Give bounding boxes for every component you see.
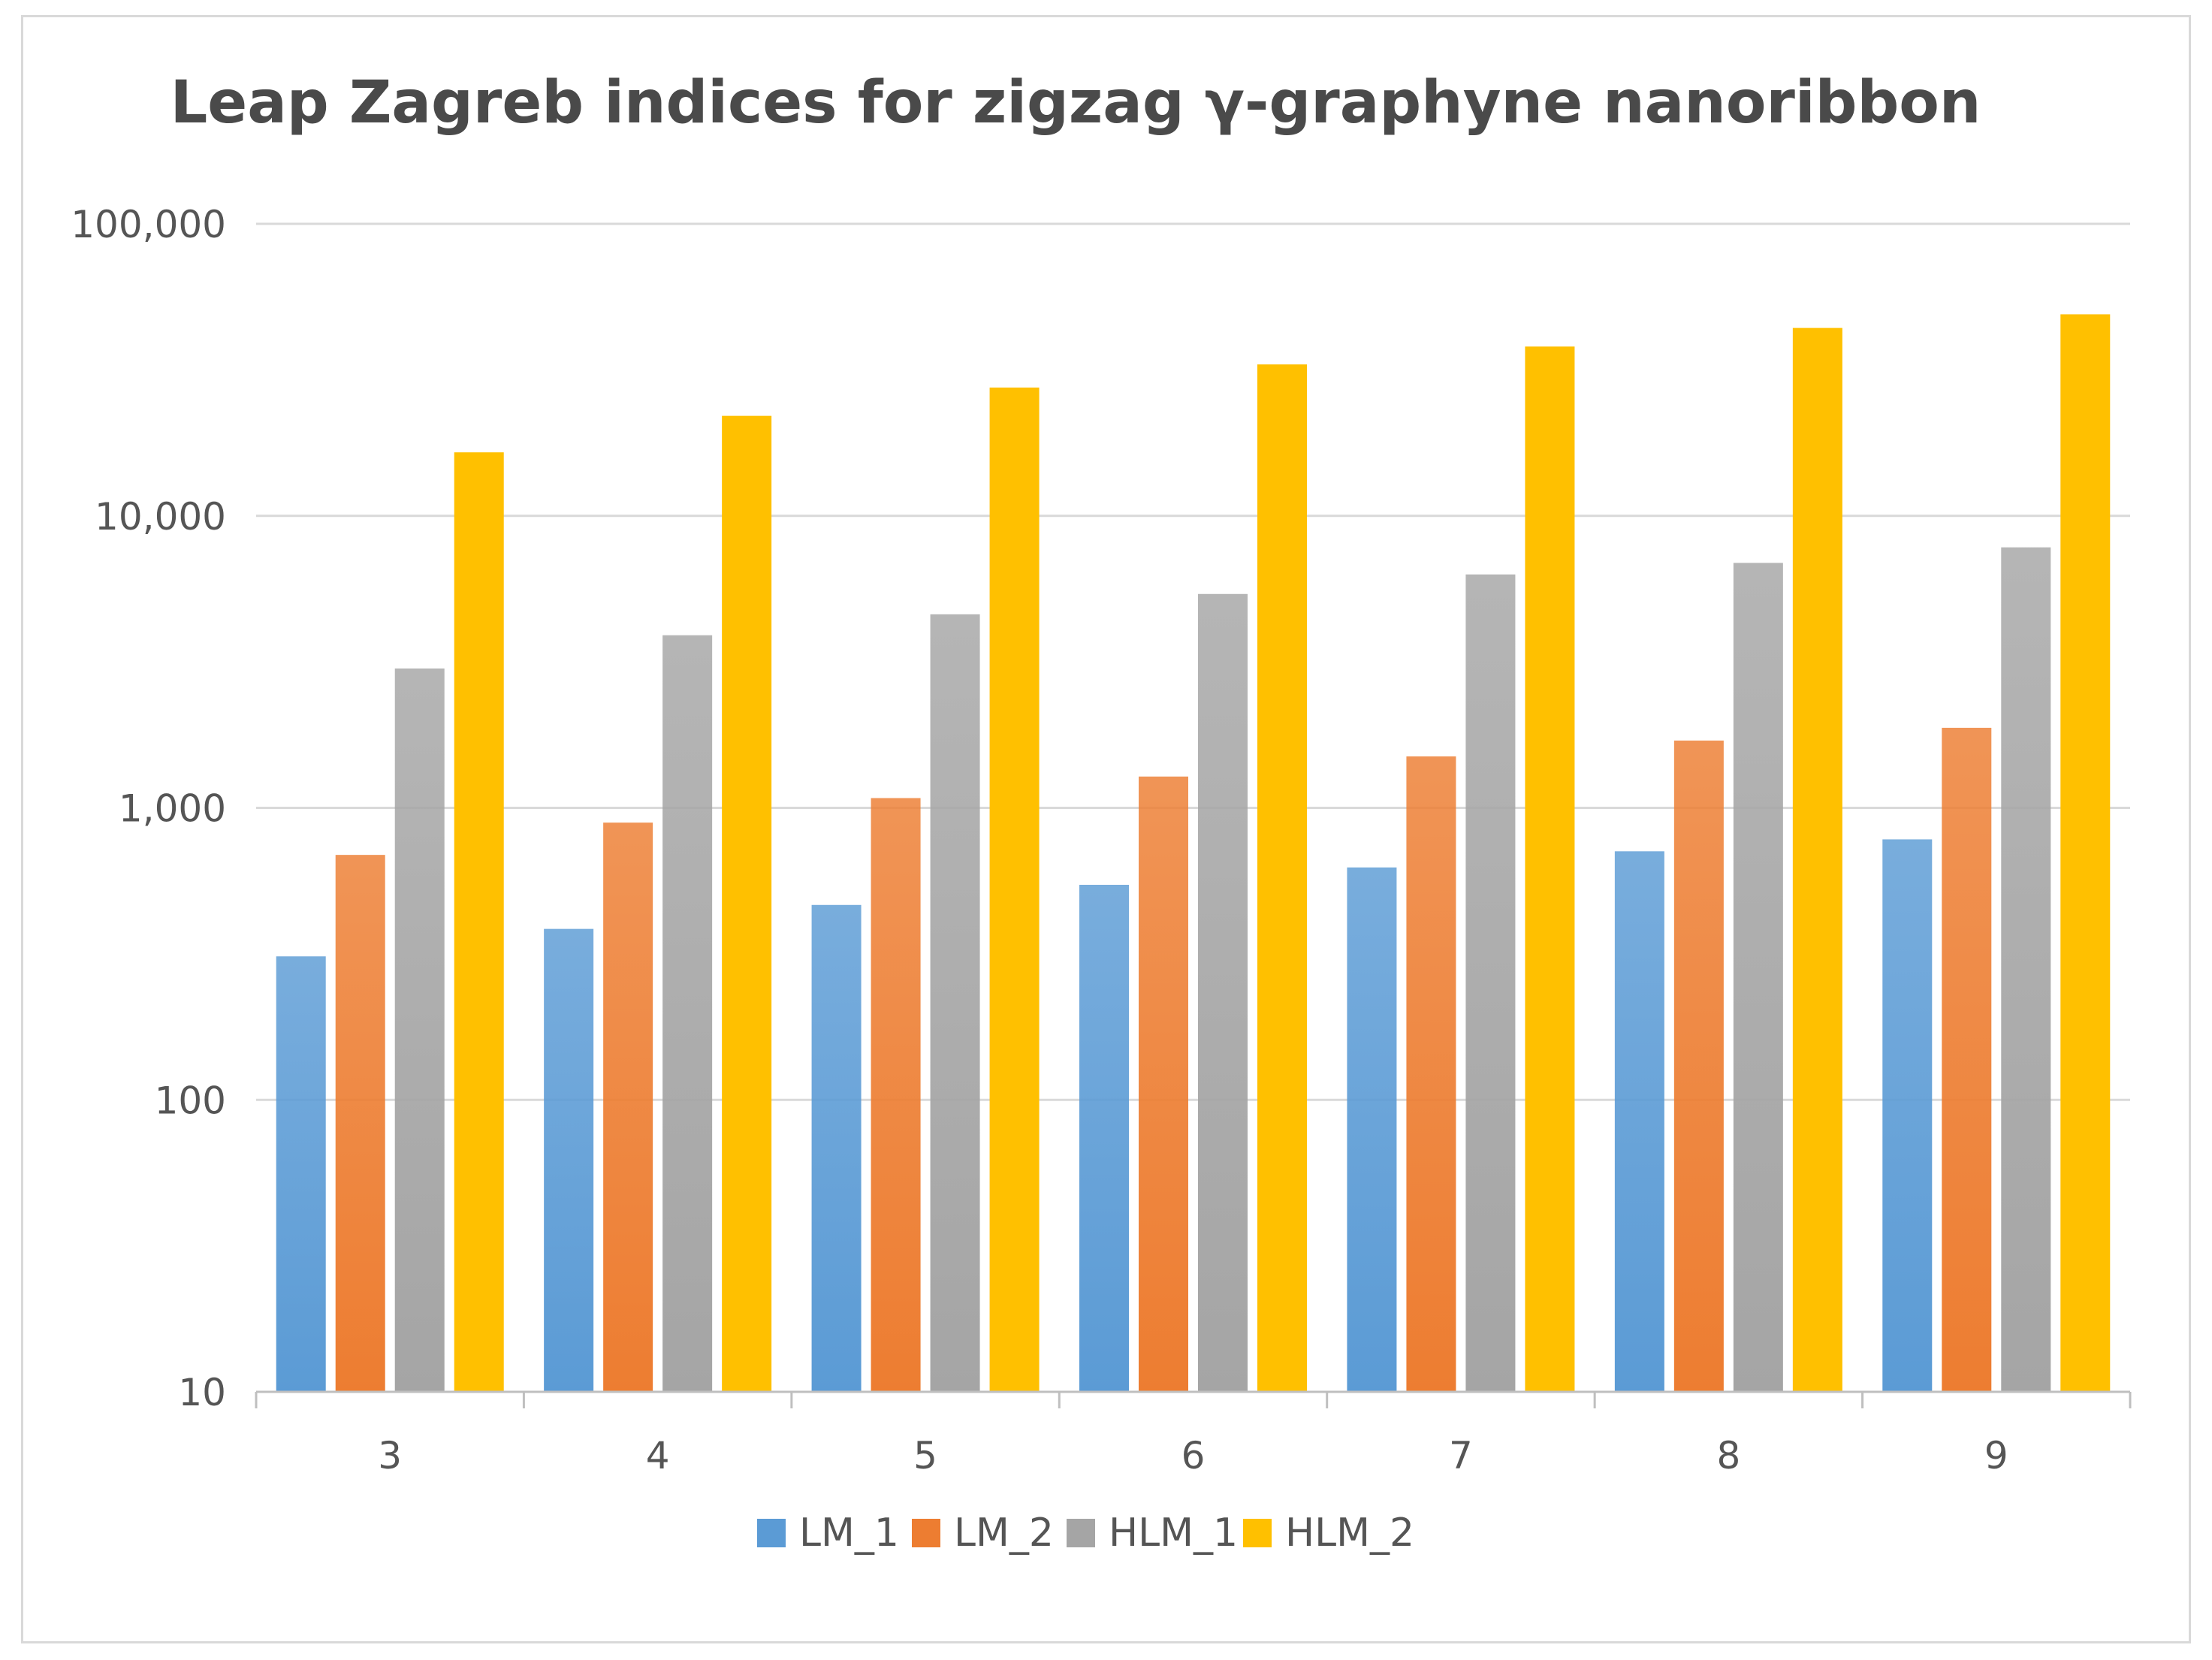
bar-HLM_2-8 bbox=[1792, 327, 1842, 1392]
legend-label-LM_2: LM_2 bbox=[954, 1511, 1054, 1556]
y-tick-label: 10,000 bbox=[95, 495, 226, 539]
legend-label-HLM_2: HLM_2 bbox=[1285, 1511, 1414, 1556]
x-tick-label: 6 bbox=[1181, 1434, 1206, 1477]
bar-LM_2-5 bbox=[871, 798, 921, 1392]
y-axis-tick-labels: 10 100 1,000 10,000 100,000 bbox=[71, 203, 226, 1414]
bar-LM_2-4 bbox=[603, 822, 653, 1392]
y-tick-label: 10 bbox=[178, 1371, 226, 1414]
x-axis bbox=[255, 1390, 2132, 1408]
legend: LM_1 LM_2 HLM_1 HLM_2 bbox=[757, 1511, 1414, 1556]
bar-HLM_1-6 bbox=[1198, 593, 1248, 1392]
bar-HLM_2-3 bbox=[454, 452, 504, 1392]
chart-title: Leap Zagreb indices for zigzag γ-graphyn… bbox=[171, 69, 1981, 137]
bar-LM_1-8 bbox=[1614, 851, 1664, 1392]
bar-HLM_1-8 bbox=[1733, 563, 1783, 1392]
bar-LM_1-4 bbox=[544, 928, 594, 1392]
bar-HLM_1-4 bbox=[662, 635, 713, 1392]
bar-LM_1-6 bbox=[1079, 884, 1129, 1392]
bar-LM_2-9 bbox=[1942, 727, 1992, 1392]
legend-label-LM_1: LM_1 bbox=[799, 1511, 899, 1556]
bar-HLM_2-7 bbox=[1525, 346, 1575, 1392]
legend-swatch-HLM_1 bbox=[1067, 1519, 1095, 1547]
bar-LM_1-5 bbox=[811, 904, 862, 1392]
bar-HLM_2-6 bbox=[1257, 364, 1307, 1392]
bars bbox=[276, 314, 2111, 1392]
bar-HLM_1-9 bbox=[2001, 547, 2051, 1392]
bar-HLM_2-4 bbox=[722, 415, 772, 1392]
x-tick-label: 9 bbox=[1984, 1434, 2008, 1477]
bar-LM_2-8 bbox=[1673, 740, 1724, 1392]
x-tick-label: 4 bbox=[646, 1434, 670, 1477]
x-tick-label: 5 bbox=[913, 1434, 937, 1477]
bar-HLM_1-7 bbox=[1465, 574, 1516, 1392]
bar-LM_2-7 bbox=[1406, 756, 1456, 1392]
x-tick-label: 8 bbox=[1716, 1434, 1740, 1477]
y-tick-label: 100,000 bbox=[71, 203, 226, 246]
bar-LM_2-3 bbox=[335, 855, 385, 1392]
x-tick-label: 7 bbox=[1449, 1434, 1473, 1477]
legend-label-HLM_1: HLM_1 bbox=[1109, 1511, 1238, 1556]
bar-HLM_2-5 bbox=[989, 387, 1040, 1392]
bar-HLM_1-3 bbox=[394, 669, 445, 1392]
bar-LM_1-3 bbox=[276, 956, 326, 1392]
bar-LM_1-7 bbox=[1347, 867, 1397, 1392]
x-tick-label: 3 bbox=[378, 1434, 402, 1477]
bar-chart: Leap Zagreb indices for zigzag γ-graphyn… bbox=[71, 69, 2132, 1556]
bar-HLM_2-9 bbox=[2060, 314, 2111, 1392]
legend-swatch-HLM_2 bbox=[1243, 1519, 1272, 1547]
chart-frame: Leap Zagreb indices for zigzag γ-graphyn… bbox=[21, 15, 2191, 1643]
bar-LM_1-9 bbox=[1882, 839, 1933, 1392]
legend-swatch-LM_2 bbox=[912, 1519, 940, 1547]
y-tick-label: 100 bbox=[155, 1079, 226, 1122]
gridlines bbox=[256, 222, 2130, 1101]
x-axis-tick-labels: 3 4 5 6 7 8 9 bbox=[378, 1434, 2008, 1477]
bar-HLM_1-5 bbox=[930, 614, 980, 1392]
y-tick-label: 1,000 bbox=[119, 787, 226, 831]
legend-swatch-LM_1 bbox=[757, 1519, 786, 1547]
bar-LM_2-6 bbox=[1139, 776, 1188, 1392]
